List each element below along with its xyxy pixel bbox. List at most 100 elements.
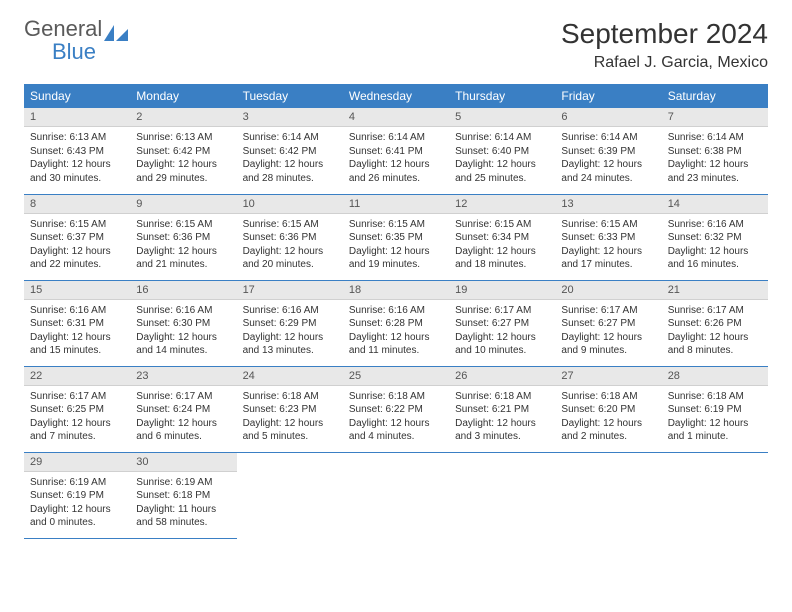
day-number: 7 — [662, 108, 768, 127]
daylight-line: Daylight: 12 hours and 9 minutes. — [561, 331, 655, 358]
calendar-cell: 25Sunrise: 6:18 AMSunset: 6:22 PMDayligh… — [343, 366, 449, 452]
daylight-line: Daylight: 12 hours and 26 minutes. — [349, 158, 443, 185]
calendar-cell: 5Sunrise: 6:14 AMSunset: 6:40 PMDaylight… — [449, 108, 555, 194]
calendar-row: 1Sunrise: 6:13 AMSunset: 6:43 PMDaylight… — [24, 108, 768, 194]
daylight-line: Daylight: 12 hours and 24 minutes. — [561, 158, 655, 185]
daylight-line: Daylight: 12 hours and 15 minutes. — [30, 331, 124, 358]
brand-logo: General Blue — [24, 18, 130, 64]
daylight-line: Daylight: 12 hours and 14 minutes. — [136, 331, 230, 358]
weekday-header: Saturday — [662, 84, 768, 108]
day-info: Sunrise: 6:17 AMSunset: 6:27 PMDaylight:… — [555, 300, 661, 364]
calendar-cell: 23Sunrise: 6:17 AMSunset: 6:24 PMDayligh… — [130, 366, 236, 452]
logo-text-block: General Blue — [24, 18, 130, 64]
day-info: Sunrise: 6:15 AMSunset: 6:36 PMDaylight:… — [237, 214, 343, 278]
weekday-header: Monday — [130, 84, 236, 108]
sunset-line: Sunset: 6:36 PM — [243, 231, 337, 245]
day-number: 23 — [130, 367, 236, 386]
sunrise-line: Sunrise: 6:15 AM — [349, 218, 443, 232]
day-info: Sunrise: 6:14 AMSunset: 6:39 PMDaylight:… — [555, 127, 661, 191]
day-number: 3 — [237, 108, 343, 127]
sunrise-line: Sunrise: 6:15 AM — [136, 218, 230, 232]
sunset-line: Sunset: 6:37 PM — [30, 231, 124, 245]
daylight-line: Daylight: 12 hours and 2 minutes. — [561, 417, 655, 444]
day-number: 12 — [449, 195, 555, 214]
day-number: 21 — [662, 281, 768, 300]
day-number: 19 — [449, 281, 555, 300]
daylight-line: Daylight: 12 hours and 4 minutes. — [349, 417, 443, 444]
daylight-line: Daylight: 12 hours and 7 minutes. — [30, 417, 124, 444]
daylight-line: Daylight: 12 hours and 11 minutes. — [349, 331, 443, 358]
daylight-line: Daylight: 12 hours and 28 minutes. — [243, 158, 337, 185]
day-info: Sunrise: 6:18 AMSunset: 6:21 PMDaylight:… — [449, 386, 555, 450]
calendar-cell: 26Sunrise: 6:18 AMSunset: 6:21 PMDayligh… — [449, 366, 555, 452]
calendar-cell — [449, 452, 555, 538]
day-info: Sunrise: 6:16 AMSunset: 6:32 PMDaylight:… — [662, 214, 768, 278]
daylight-line: Daylight: 12 hours and 25 minutes. — [455, 158, 549, 185]
calendar-cell: 3 Sunrise: 6:14 AMSunset: 6:42 PMDaylight… — [237, 108, 343, 194]
day-info: Sunrise: 6:17 AMSunset: 6:24 PMDaylight:… — [130, 386, 236, 450]
calendar-cell — [343, 452, 449, 538]
day-number: 14 — [662, 195, 768, 214]
calendar-table: Sunday Monday Tuesday Wednesday Thursday… — [24, 84, 768, 539]
daylight-line: Daylight: 12 hours and 0 minutes. — [30, 503, 124, 530]
location-label: Rafael J. Garcia, Mexico — [561, 54, 768, 72]
calendar-cell: 7Sunrise: 6:14 AMSunset: 6:38 PMDaylight… — [662, 108, 768, 194]
day-number: 17 — [237, 281, 343, 300]
day-number: 27 — [555, 367, 661, 386]
sunrise-line: Sunrise: 6:14 AM — [243, 131, 337, 145]
day-info: Sunrise: 6:16 AMSunset: 6:28 PMDaylight:… — [343, 300, 449, 364]
sunrise-line: Sunrise: 6:19 AM — [30, 476, 124, 490]
sunset-line: Sunset: 6:43 PM — [30, 145, 124, 159]
sunset-line: Sunset: 6:28 PM — [349, 317, 443, 331]
calendar-cell: 12Sunrise: 6:15 AMSunset: 6:34 PMDayligh… — [449, 194, 555, 280]
day-number: 30 — [130, 453, 236, 472]
sunset-line: Sunset: 6:41 PM — [349, 145, 443, 159]
daylight-line: Daylight: 12 hours and 8 minutes. — [668, 331, 762, 358]
day-info: Sunrise: 6:19 AMSunset: 6:19 PMDaylight:… — [24, 472, 130, 536]
daylight-line: Daylight: 12 hours and 16 minutes. — [668, 245, 762, 272]
sunset-line: Sunset: 6:42 PM — [136, 145, 230, 159]
day-number: 11 — [343, 195, 449, 214]
daylight-line: Daylight: 12 hours and 19 minutes. — [349, 245, 443, 272]
day-number: 2 — [130, 108, 236, 127]
sunrise-line: Sunrise: 6:15 AM — [561, 218, 655, 232]
sunset-line: Sunset: 6:36 PM — [136, 231, 230, 245]
sunrise-line: Sunrise: 6:16 AM — [668, 218, 762, 232]
day-number: 10 — [237, 195, 343, 214]
sunset-line: Sunset: 6:35 PM — [349, 231, 443, 245]
day-number: 6 — [555, 108, 661, 127]
page-header: General Blue September 2024 Rafael J. Ga… — [24, 18, 768, 72]
calendar-row: 8Sunrise: 6:15 AMSunset: 6:37 PMDaylight… — [24, 194, 768, 280]
calendar-cell: 22Sunrise: 6:17 AMSunset: 6:25 PMDayligh… — [24, 366, 130, 452]
day-info: Sunrise: 6:15 AMSunset: 6:33 PMDaylight:… — [555, 214, 661, 278]
day-info: Sunrise: 6:15 AMSunset: 6:34 PMDaylight:… — [449, 214, 555, 278]
day-number: 22 — [24, 367, 130, 386]
daylight-line: Daylight: 12 hours and 22 minutes. — [30, 245, 124, 272]
sunrise-line: Sunrise: 6:14 AM — [455, 131, 549, 145]
sunset-line: Sunset: 6:39 PM — [561, 145, 655, 159]
daylight-line: Daylight: 12 hours and 18 minutes. — [455, 245, 549, 272]
sunrise-line: Sunrise: 6:14 AM — [668, 131, 762, 145]
calendar-cell: 10Sunrise: 6:15 AMSunset: 6:36 PMDayligh… — [237, 194, 343, 280]
calendar-body: 1Sunrise: 6:13 AMSunset: 6:43 PMDaylight… — [24, 108, 768, 538]
day-number: 13 — [555, 195, 661, 214]
sunset-line: Sunset: 6:42 PM — [243, 145, 337, 159]
sunset-line: Sunset: 6:25 PM — [30, 403, 124, 417]
sunrise-line: Sunrise: 6:15 AM — [455, 218, 549, 232]
day-number: 18 — [343, 281, 449, 300]
sunset-line: Sunset: 6:38 PM — [668, 145, 762, 159]
day-number: 5 — [449, 108, 555, 127]
sunset-line: Sunset: 6:32 PM — [668, 231, 762, 245]
day-info: Sunrise: 6:13 AMSunset: 6:42 PMDaylight:… — [130, 127, 236, 191]
calendar-cell: 20Sunrise: 6:17 AMSunset: 6:27 PMDayligh… — [555, 280, 661, 366]
daylight-line: Daylight: 12 hours and 6 minutes. — [136, 417, 230, 444]
sunset-line: Sunset: 6:27 PM — [455, 317, 549, 331]
day-info: Sunrise: 6:14 AMSunset: 6:41 PMDaylight:… — [343, 127, 449, 191]
calendar-cell: 18Sunrise: 6:16 AMSunset: 6:28 PMDayligh… — [343, 280, 449, 366]
day-info: Sunrise: 6:14 AMSunset: 6:40 PMDaylight:… — [449, 127, 555, 191]
day-info: Sunrise: 6:16 AMSunset: 6:30 PMDaylight:… — [130, 300, 236, 364]
logo-general: General — [24, 16, 102, 41]
day-number: 4 — [343, 108, 449, 127]
logo-blue: Blue — [24, 39, 96, 64]
sunrise-line: Sunrise: 6:17 AM — [561, 304, 655, 318]
